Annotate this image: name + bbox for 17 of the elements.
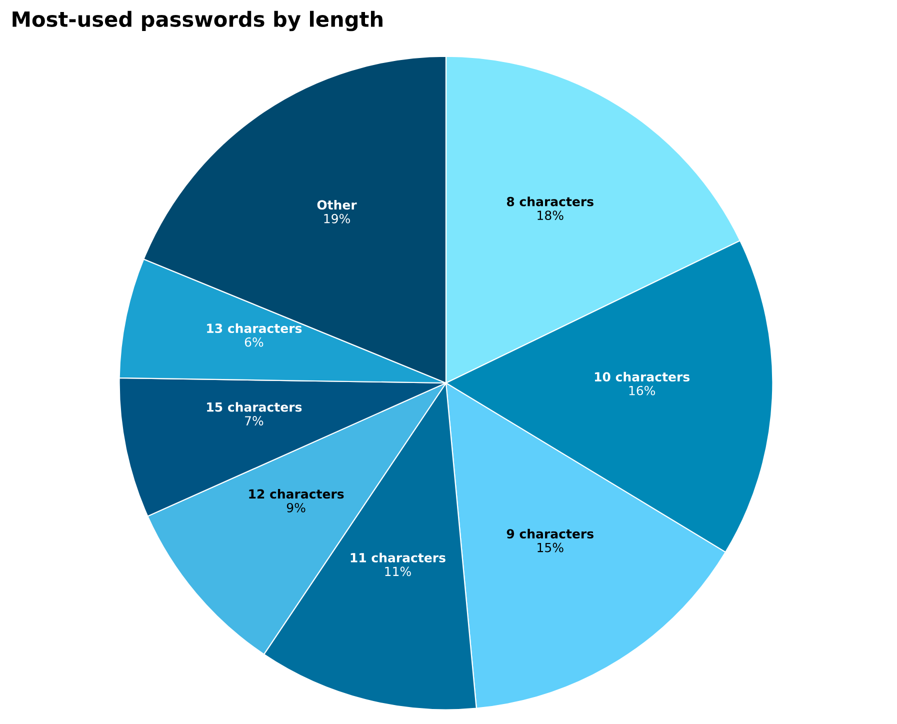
chart-title: Most-used passwords by length <box>12 10 382 32</box>
slice-label: 13 characters <box>207 323 302 334</box>
data-label: 18% <box>538 210 564 220</box>
slice-label: 15 characters <box>207 402 302 412</box>
data-label: 9% <box>286 502 306 512</box>
slice-label: Other <box>317 200 357 210</box>
slice-label: 9 characters <box>506 528 594 539</box>
data-label: 11% <box>385 566 411 576</box>
slice-label: 12 characters <box>249 489 344 499</box>
data-label: 7% <box>245 416 264 426</box>
data-label: 6% <box>244 337 264 347</box>
slice-label: 8 characters <box>506 196 594 206</box>
data-label: 16% <box>629 386 656 396</box>
slice-label: 11 characters <box>350 552 446 562</box>
data-label: 15% <box>538 542 564 552</box>
data-label: 19% <box>324 214 350 224</box>
slice-label: 10 characters <box>594 372 690 382</box>
